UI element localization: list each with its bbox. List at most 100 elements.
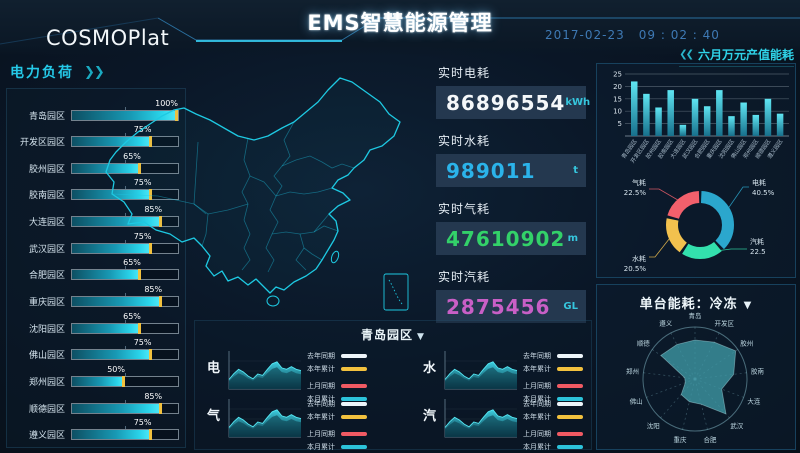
output-energy-panel: 5 10 15 20 25 青岛园区 开发区园区 胶州园区 胶南园区 大连园区 武汉园区 合肥园区 重庆…	[596, 63, 796, 278]
bar-cap	[159, 402, 163, 414]
legend-item: 去年同期	[523, 399, 601, 409]
bar-pct: 75%	[133, 231, 152, 241]
legend-swatch	[557, 397, 583, 401]
bar-fill	[72, 110, 178, 120]
svg-text:郑州: 郑州	[626, 367, 639, 375]
mini-chart-legend: 去年同期 本年累计 上月同期 本月累计	[523, 399, 601, 453]
header: COSMOPlat EMS智慧能源管理 2017-02-23 09 : 02 : …	[0, 0, 800, 67]
bar-fill	[72, 377, 125, 387]
bar-cap	[137, 162, 141, 174]
chevron-down-icon: ▼	[743, 300, 753, 311]
stat-value-box: 2875456 GL	[436, 290, 586, 323]
power-load-row: 佛山园区 75%	[13, 338, 179, 362]
legend-swatch	[341, 367, 367, 371]
mini-chart-label: 水	[423, 361, 437, 376]
legend-swatch	[557, 445, 583, 449]
legend-label: 上月同期	[307, 382, 335, 390]
park-label: 武汉园区	[28, 244, 65, 255]
legend-item: 上月同期	[523, 381, 601, 391]
svg-text:沈阳: 沈阳	[647, 421, 660, 430]
legend-swatch	[341, 384, 367, 388]
bar-track: 50%	[71, 365, 179, 388]
svg-text:胶南: 胶南	[751, 366, 765, 375]
legend-label: 去年同期	[523, 400, 551, 408]
svg-text:合肥: 合肥	[704, 435, 718, 444]
mini-chart-label: 电	[207, 361, 221, 376]
legend-item: 上月同期	[307, 381, 385, 391]
park-selector[interactable]: 青岛园区 ▼	[195, 326, 591, 343]
bar-track: 65%	[71, 258, 179, 281]
svg-text:胶州: 胶州	[740, 338, 753, 347]
legend-swatch	[557, 415, 583, 419]
bar-cap	[159, 216, 163, 228]
bar-fill	[72, 190, 152, 200]
datetime: 2017-02-23 09 : 02 : 40	[545, 28, 734, 42]
bar-fill	[72, 217, 163, 227]
park-label: 郑州园区	[28, 378, 65, 389]
legend-label: 本年累计	[307, 413, 335, 421]
bar-pct: 50%	[107, 365, 125, 375]
legend-item: 本年累计	[523, 412, 601, 422]
legend-label: 去年同期	[307, 400, 335, 408]
legend-item: 去年同期	[307, 399, 385, 409]
legend-label: 本年累计	[307, 365, 335, 373]
legend-item: 去年同期	[523, 351, 601, 361]
chevron-right-icon: ❯❯	[84, 64, 105, 80]
bar-track: 75%	[71, 178, 179, 201]
bar-fill	[72, 163, 141, 173]
park-label: 佛山园区	[28, 351, 65, 362]
bar-fill	[72, 403, 163, 413]
legend-item: 本月累计	[523, 442, 601, 452]
power-load-row: 沈阳园区 65%	[13, 312, 179, 335]
power-load-row: 大连园区 85%	[13, 205, 179, 228]
stat-group: 实时汽耗 2875456 GL	[436, 268, 586, 323]
svg-text:40.5%: 40.5%	[752, 189, 775, 197]
svg-text:重庆: 重庆	[673, 435, 687, 444]
legend-label: 本月累计	[307, 395, 335, 403]
legend-swatch	[341, 445, 367, 449]
mini-area-chart	[228, 351, 302, 390]
svg-text:20.5%: 20.5%	[624, 265, 647, 273]
energy-share-donut: 电耗 40.5% 汽耗 22.5 水耗 20.5% 气耗 22.5%	[624, 178, 775, 273]
legend-label: 本年累计	[523, 365, 551, 373]
bar-track: 75%	[71, 418, 179, 441]
mini-chart-legend: 去年同期 本年累计 上月同期 本月累计	[307, 399, 385, 453]
output-energy-bar-chart: 510152025青岛园区开发区园区胶州园区胶南园区大连园区武汉园区合肥园区重庆…	[613, 71, 789, 165]
per-unit-energy-title: 单台能耗：冷冻	[639, 297, 738, 312]
bar-fill	[72, 137, 152, 147]
stat-label: 实时汽耗	[438, 270, 491, 284]
svg-text:武汉: 武汉	[730, 421, 744, 430]
power-load-row: 胶南园区 75%	[13, 178, 179, 201]
date-label: 2017-02-23	[545, 28, 625, 42]
park-label: 遵义园区	[28, 431, 65, 442]
stat-value: 86896554	[446, 90, 566, 115]
svg-text:气耗: 气耗	[632, 178, 646, 187]
bar-pct: 65%	[123, 311, 141, 321]
mini-chart-legend: 去年同期 本年累计 上月同期 本月累计	[523, 351, 601, 407]
per-unit-energy-selector[interactable]: 单台能耗：冷冻 ▼	[597, 293, 795, 312]
bar-pct: 75%	[133, 338, 152, 348]
bar-pct: 65%	[123, 152, 141, 161]
bar-cap	[148, 429, 152, 441]
park-label: 合肥园区	[28, 271, 65, 282]
svg-text:汽耗: 汽耗	[750, 237, 764, 246]
bar-track: 65%	[71, 312, 179, 334]
bar-cap	[175, 109, 178, 121]
legend-swatch	[557, 354, 583, 358]
stat-value: 47610902	[446, 226, 566, 251]
park-label: 开发区园区	[19, 138, 65, 149]
svg-text:水耗: 水耗	[632, 254, 646, 263]
legend-swatch	[557, 432, 583, 436]
power-load-row: 青岛园区 100%	[13, 99, 179, 122]
stat-value-box: 47610902 m	[436, 222, 586, 255]
legend-swatch	[341, 354, 367, 358]
legend-item: 本月累计	[523, 394, 601, 404]
stat-group: 实时电耗 86896554 kWh	[436, 64, 590, 119]
legend-label: 本年累计	[523, 413, 551, 421]
china-map	[98, 64, 430, 330]
park-label: 顺德园区	[28, 404, 65, 415]
svg-text:22.5: 22.5	[750, 248, 766, 256]
bar-cap	[148, 242, 152, 254]
mini-area-chart	[228, 399, 302, 438]
power-load-row: 郑州园区 50%	[13, 365, 179, 389]
